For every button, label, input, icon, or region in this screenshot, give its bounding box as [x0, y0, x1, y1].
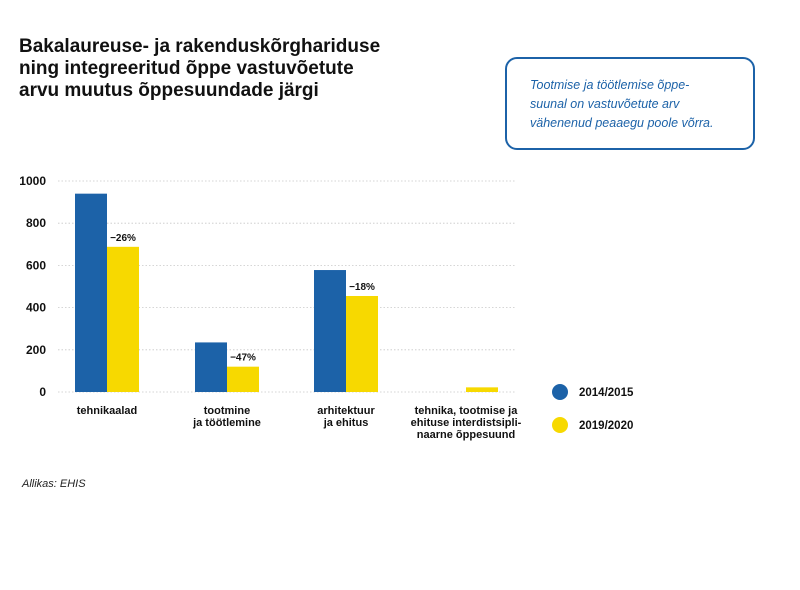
bar-series-2	[227, 366, 259, 392]
callout-line: Tootmise ja töötlemise õppe-	[530, 78, 690, 92]
callout-line: vähenenud peaaegu poole võrra.	[530, 116, 714, 130]
y-tick-label: 400	[26, 301, 46, 315]
y-tick-label: 200	[26, 343, 46, 357]
legend-swatch	[552, 384, 568, 400]
data-label: −47%	[230, 353, 256, 364]
legend-label: 2014/2015	[579, 387, 634, 399]
data-label: −18%	[349, 282, 375, 293]
source-note: Allikas: EHIS	[22, 478, 86, 490]
y-axis: 0 200 400 600 800 1000	[19, 174, 46, 399]
bar-series-1	[314, 270, 346, 392]
x-category-label: naarne õppesuund	[417, 429, 515, 441]
x-category-label: ehituse interdistsipli-	[411, 417, 522, 429]
callout-line: suunal on vastuvõetute arv	[530, 97, 680, 111]
title-line: arvu muutus õppesuundade järgi	[19, 80, 319, 101]
legend-swatch	[552, 417, 568, 433]
chart-title: Bakalaureuse- ja rakenduskõrghariduse ni…	[19, 36, 439, 102]
legend-label: 2019/2020	[579, 420, 633, 432]
bar-series-2	[346, 295, 378, 392]
grid-lines	[58, 180, 515, 393]
y-tick-label: 600	[26, 258, 46, 272]
title-line: Bakalaureuse- ja rakenduskõrghariduse	[19, 36, 381, 57]
x-category-label: tootmine	[204, 405, 250, 417]
x-category-label: ja ehitus	[323, 417, 369, 429]
callout-box: Tootmise ja töötlemise õppe- suunal on v…	[505, 57, 755, 150]
x-category-label: tehnika, tootmise ja	[415, 405, 519, 417]
x-category-label: tehnikaalad	[77, 405, 138, 417]
y-tick-label: 0	[39, 385, 46, 399]
x-category-label: ja töötlemine	[192, 417, 261, 429]
y-tick-label: 800	[26, 216, 46, 230]
y-tick-label: 1000	[19, 174, 46, 188]
bar-series-2	[466, 387, 498, 392]
title-line: ning integreeritud õppe vastuvõetute	[19, 58, 354, 79]
legend: 2014/2015 2019/2020	[552, 384, 634, 433]
x-category-label: arhitektuur	[317, 405, 375, 417]
bars	[75, 193, 498, 392]
bar-series-1	[195, 342, 227, 392]
bar-series-1	[75, 193, 107, 392]
bar-series-2	[107, 246, 139, 392]
data-labels: −26% −47% −18%	[110, 233, 375, 364]
data-label: −26%	[110, 233, 136, 244]
